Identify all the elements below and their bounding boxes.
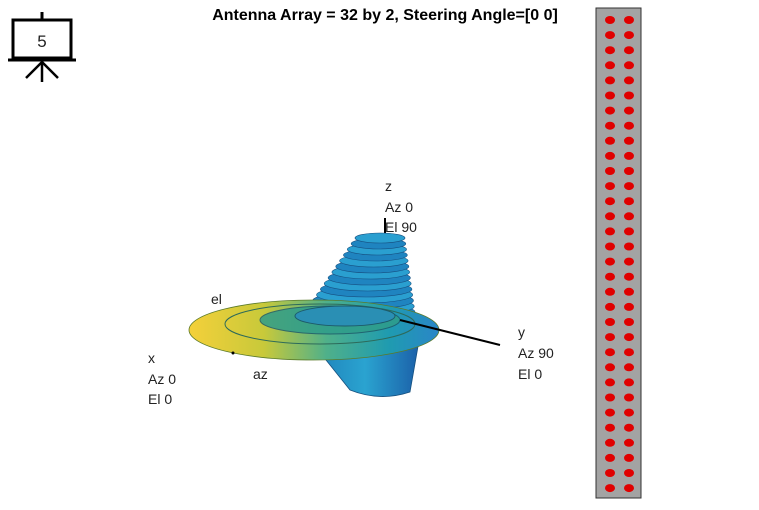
array-element — [624, 484, 634, 493]
array-element — [624, 302, 634, 311]
array-element — [605, 469, 615, 477]
array-element — [624, 167, 634, 175]
array-element — [605, 91, 615, 100]
array-element — [605, 227, 615, 236]
radiation-pattern — [188, 218, 501, 397]
array-element — [605, 272, 615, 281]
array-panel — [595, 7, 642, 499]
array-element — [605, 378, 615, 387]
array-element — [624, 16, 634, 24]
array-element — [624, 61, 634, 70]
array-element — [624, 469, 634, 477]
array-element — [624, 197, 634, 206]
array-element — [605, 151, 615, 160]
array-element — [605, 76, 615, 85]
array-element — [605, 242, 615, 251]
z-label: z — [385, 178, 392, 194]
array-element — [624, 257, 634, 266]
array-element — [605, 408, 615, 417]
array-element — [605, 393, 615, 402]
z-el: El 90 — [385, 219, 417, 235]
array-element — [605, 363, 615, 372]
az-label: az — [253, 366, 268, 382]
array-element — [605, 31, 615, 40]
array-element — [605, 136, 615, 145]
array-element — [624, 31, 634, 40]
array-element — [605, 121, 615, 130]
array-element — [605, 106, 615, 115]
array-element — [624, 378, 634, 387]
array-element — [624, 363, 634, 372]
array-element — [605, 46, 615, 55]
y-el: El 0 — [518, 366, 542, 382]
array-element — [624, 76, 634, 85]
chart-title: Antenna Array = 32 by 2, Steering Angle=… — [212, 7, 558, 24]
array-element — [605, 212, 615, 221]
slide-number: 5 — [37, 32, 46, 51]
array-element — [624, 136, 634, 145]
array-element — [624, 242, 634, 251]
y-az: Az 90 — [518, 345, 554, 361]
array-element — [605, 61, 615, 70]
array-element — [624, 227, 634, 236]
array-element — [605, 302, 615, 311]
presentation-icon: 5 — [8, 12, 76, 82]
array-element — [605, 16, 615, 24]
array-element — [605, 348, 615, 357]
array-element — [605, 197, 615, 206]
array-element — [624, 46, 634, 55]
array-element — [624, 318, 634, 326]
array-element — [624, 106, 634, 115]
array-element — [624, 408, 634, 417]
x-el: El 0 — [148, 391, 172, 407]
array-element — [605, 438, 615, 447]
array-element — [624, 348, 634, 357]
array-element — [624, 438, 634, 447]
array-element — [605, 182, 615, 191]
array-element — [624, 423, 634, 432]
array-element — [624, 453, 634, 462]
array-element — [605, 318, 615, 326]
array-element — [605, 423, 615, 432]
array-element — [624, 212, 634, 221]
lobe-layer — [354, 232, 406, 244]
array-element — [605, 257, 615, 266]
array-element — [624, 182, 634, 191]
array-element — [624, 287, 634, 296]
array-element — [605, 333, 615, 342]
y-label: y — [518, 324, 525, 340]
array-element — [605, 167, 615, 175]
array-element — [624, 393, 634, 402]
array-element — [624, 333, 634, 342]
array-element — [605, 287, 615, 296]
array-element — [624, 272, 634, 281]
x-label: x — [148, 350, 155, 366]
array-element — [605, 453, 615, 462]
el-label: el — [211, 291, 222, 307]
array-element — [624, 151, 634, 160]
array-element — [624, 121, 634, 130]
array-element — [624, 91, 634, 100]
z-az: Az 0 — [385, 199, 413, 215]
x-az: Az 0 — [148, 371, 176, 387]
axis-labels: z Az 0 El 90 y Az 90 El 0 x Az 0 El 0 el… — [148, 178, 554, 407]
array-element — [605, 484, 615, 493]
